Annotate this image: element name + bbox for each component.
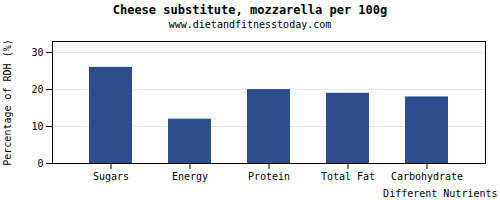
svg-text:Total Fat: Total Fat xyxy=(321,171,375,182)
svg-text:10: 10 xyxy=(31,121,43,132)
svg-text:20: 20 xyxy=(31,84,43,95)
svg-text:Carbohydrate: Carbohydrate xyxy=(391,171,463,182)
svg-text:30: 30 xyxy=(31,47,43,58)
svg-text:Different Nutrients: Different Nutrients xyxy=(383,188,497,199)
svg-text:Sugars: Sugars xyxy=(93,171,129,182)
html-text:www.dietandfitnesstoday.com: www.dietandfitnesstoday.com xyxy=(168,19,332,30)
html-text:Cheese substitute, mozzarella: Cheese substitute, mozzarella per 100g xyxy=(112,3,388,17)
svg-text:Percentage of RDH (%): Percentage of RDH (%) xyxy=(2,39,13,165)
svg-text:Energy: Energy xyxy=(172,171,208,182)
svg-text:Protein: Protein xyxy=(248,171,290,182)
svg-text:0: 0 xyxy=(37,158,43,169)
